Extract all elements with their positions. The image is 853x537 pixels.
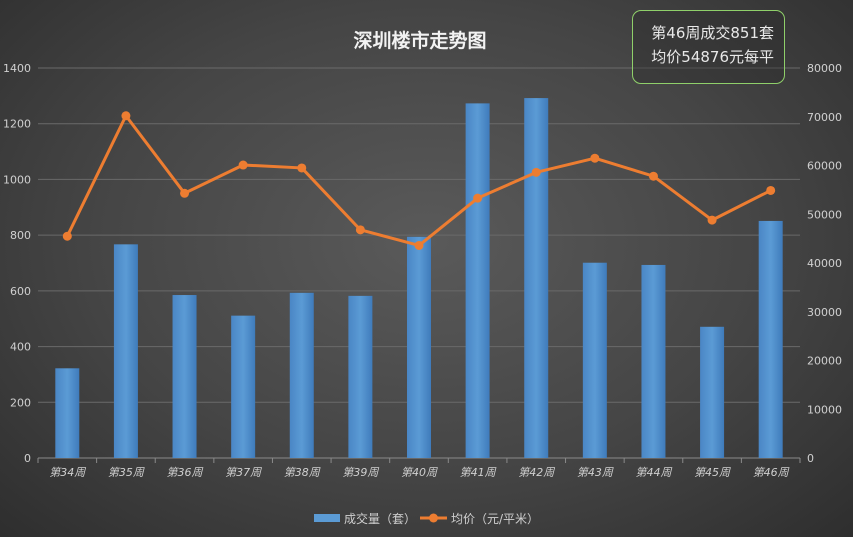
x-tick-label: 第44周 [635,466,672,479]
right-tick-label: 70000 [807,111,842,124]
left-tick-label: 400 [10,341,31,354]
x-tick-label: 第36周 [167,466,204,479]
legend: 成交量（套） 均价（元/平米） [314,511,539,526]
price-line [65,114,772,247]
bar [55,368,80,458]
bar [582,262,607,458]
left-tick-label: 800 [10,229,31,242]
right-axis-ticks: 0 10000 20000 30000 40000 50000 60000 70000 8000… [807,62,842,465]
x-tick-label: 第45周 [694,466,731,479]
x-tick-label: 第42周 [518,466,555,479]
right-tick-label: 20000 [807,355,842,368]
bar [758,220,783,458]
bar [172,295,197,458]
left-tick-label: 1200 [3,118,31,131]
legend-label-bar: 成交量（套） [344,511,416,526]
bar [348,295,373,458]
x-tick-label: 第34周 [49,466,86,479]
left-tick-label: 600 [10,285,31,298]
right-tick-label: 40000 [807,257,842,270]
info-callout: 第46周成交851套 均价54876元每平 [632,10,785,84]
x-tick-label: 第40周 [401,466,438,479]
info-line-1: 第46周成交851套 [651,24,774,42]
price-point [355,225,365,235]
x-tick-label: 第37周 [225,466,262,479]
chart-title: 深圳楼市走势图 [353,29,486,52]
left-axis-ticks: 0 200 400 600 800 1000 1200 1400 [3,62,31,465]
bar [700,326,725,458]
left-tick-label: 200 [10,396,31,409]
bar-series [55,98,783,458]
legend-marker-line [429,513,438,523]
right-tick-label: 0 [807,452,814,465]
legend-swatch-bar [314,514,340,522]
left-tick-label: 1000 [3,173,31,186]
left-tick-label: 0 [24,452,31,465]
price-point [707,215,717,225]
x-tick-label: 第41周 [460,466,497,479]
line-series [62,111,776,250]
price-point [238,160,248,170]
bar [465,103,490,458]
x-tick-label: 第35周 [108,466,145,479]
price-point [766,185,776,195]
price-point [414,240,424,250]
price-point [473,193,483,203]
bar [289,292,314,458]
bar [407,236,431,458]
price-point [531,167,541,177]
x-tick-label: 第43周 [577,466,614,479]
legend-label-line: 均价（元/平米） [451,512,539,526]
info-line-2: 均价54876元每平 [651,48,774,66]
right-tick-label: 60000 [807,160,842,173]
price-point [297,163,307,173]
right-tick-label: 80000 [807,62,842,75]
left-tick-label: 1400 [3,62,31,75]
bar [641,264,666,458]
x-tick-label: 第38周 [284,466,321,479]
x-tick-label: 第39周 [342,466,379,479]
right-tick-label: 10000 [807,403,842,416]
price-point [180,188,190,198]
right-tick-label: 50000 [807,208,842,221]
bar [113,244,138,458]
x-axis-labels: 第34周 第35周 第36周 第37周 第38周 第39周 第40周 第41周 第42周 第43周… [37,458,801,479]
right-tick-label: 30000 [807,306,842,319]
bar [524,98,549,458]
price-point [62,231,72,241]
price-point [590,153,600,163]
price-point [121,111,131,121]
x-tick-label: 第46周 [753,466,790,479]
price-point [648,171,658,181]
bar [231,315,256,458]
